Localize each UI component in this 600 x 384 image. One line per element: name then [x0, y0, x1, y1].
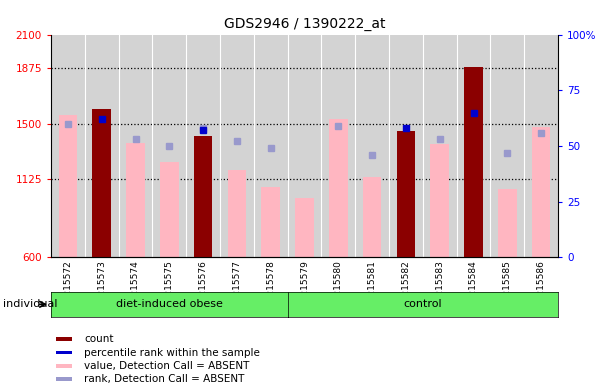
Bar	[498, 189, 517, 257]
Text: control: control	[403, 299, 442, 310]
Bar	[464, 67, 483, 257]
Bar	[227, 170, 246, 257]
Bar	[430, 144, 449, 257]
Bar	[295, 198, 314, 257]
Bar	[92, 109, 111, 257]
Bar	[59, 115, 77, 257]
Text: percentile rank within the sample: percentile rank within the sample	[84, 348, 260, 358]
Text: diet-induced obese: diet-induced obese	[116, 299, 223, 310]
Bar	[397, 131, 415, 257]
Bar	[532, 127, 550, 257]
Bar	[194, 136, 212, 257]
Bar	[126, 143, 145, 257]
Text: individual: individual	[3, 299, 58, 310]
Text: count: count	[84, 334, 113, 344]
Bar	[329, 119, 347, 257]
Bar	[262, 187, 280, 257]
Text: rank, Detection Call = ABSENT: rank, Detection Call = ABSENT	[84, 374, 244, 384]
Bar	[56, 364, 72, 368]
Bar	[56, 377, 72, 381]
Bar	[56, 351, 72, 354]
Bar	[363, 177, 382, 257]
Title: GDS2946 / 1390222_at: GDS2946 / 1390222_at	[224, 17, 385, 31]
Bar	[160, 162, 179, 257]
Text: value, Detection Call = ABSENT: value, Detection Call = ABSENT	[84, 361, 250, 371]
Bar	[56, 338, 72, 341]
